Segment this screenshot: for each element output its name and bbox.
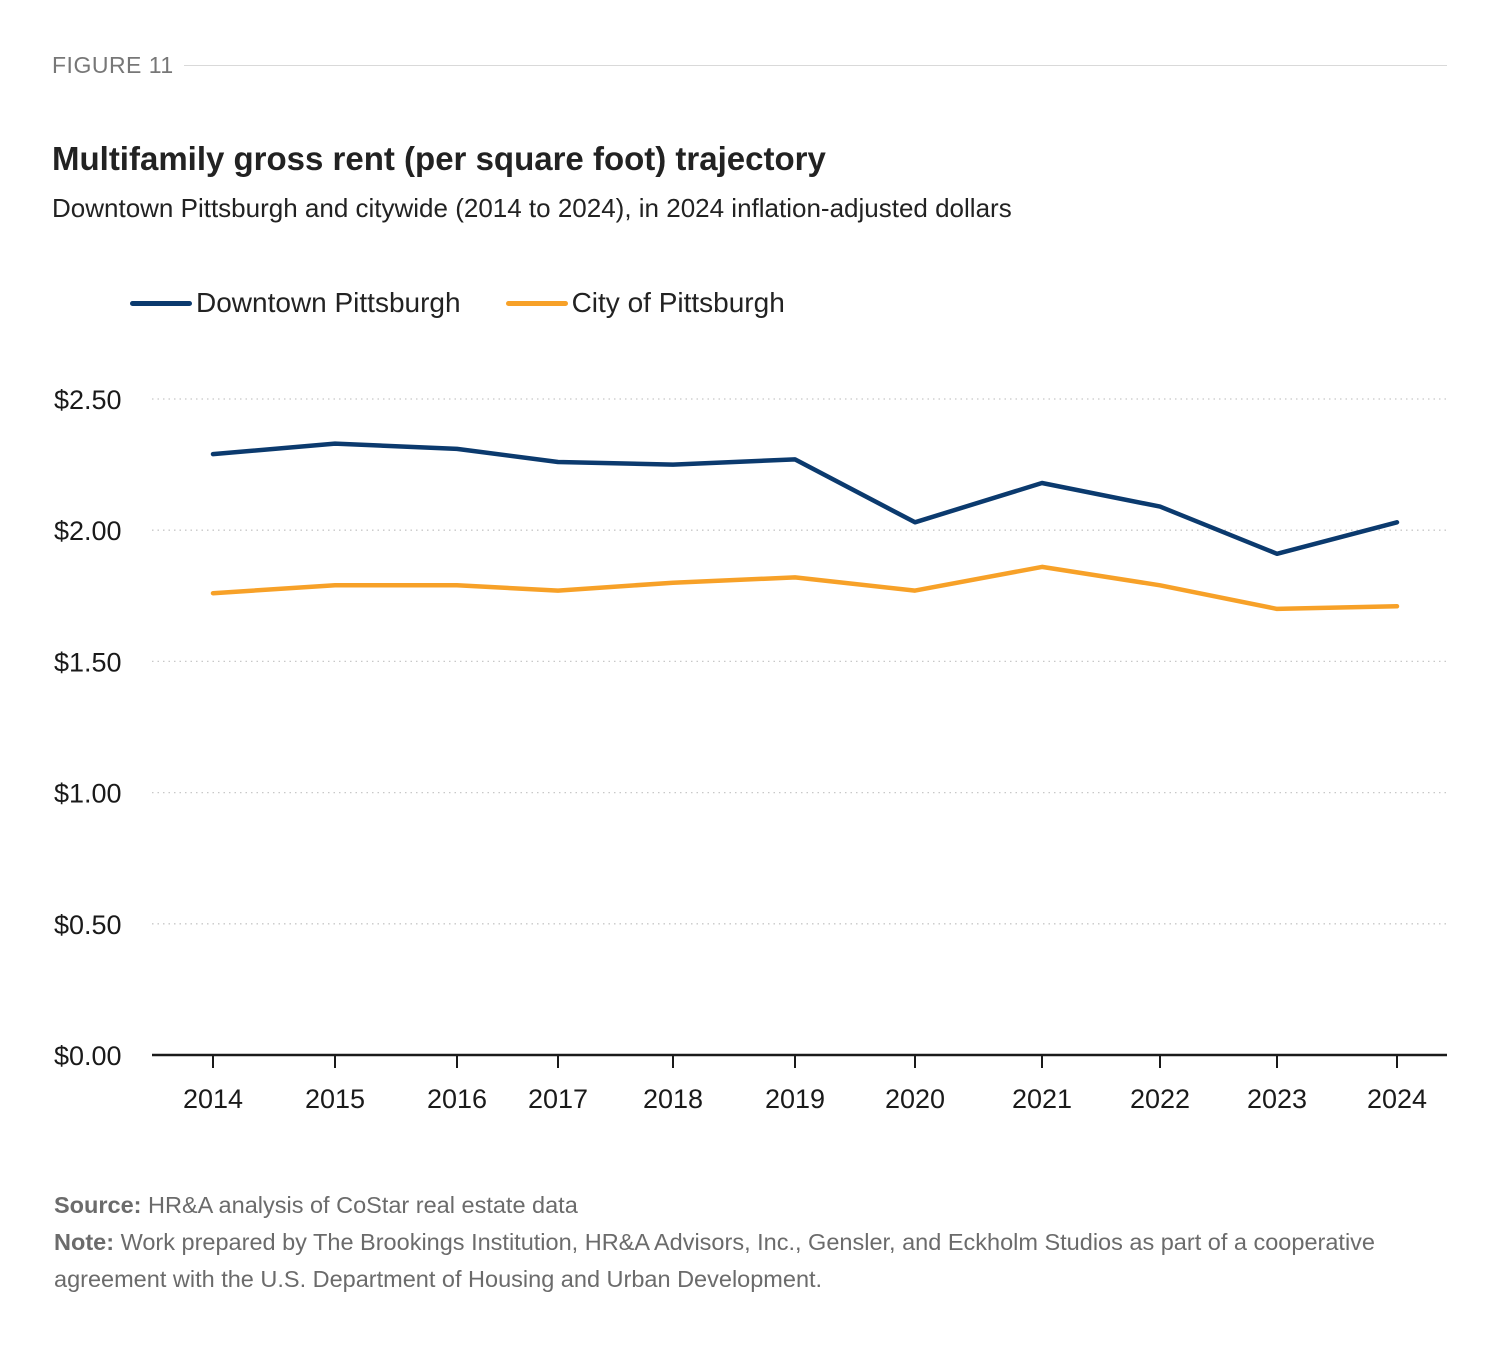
x-tick-label: 2015 [305, 1084, 365, 1114]
y-tick-label: $0.50 [54, 910, 122, 940]
chart-title: Multifamily gross rent (per square foot)… [52, 140, 826, 177]
figure-label: FIGURE 11 [52, 52, 174, 78]
y-tick-label: $2.00 [54, 516, 122, 546]
source-line: Source: HR&A analysis of CoStar real est… [54, 1187, 1454, 1224]
figure-header: FIGURE 11 [52, 52, 1447, 79]
chart-legend: Downtown Pittsburgh City of Pittsburgh [130, 287, 830, 319]
x-tick-label: 2017 [528, 1084, 588, 1114]
x-tick-label: 2022 [1130, 1084, 1190, 1114]
legend-swatch-city [505, 300, 568, 306]
legend-item-downtown: Downtown Pittsburgh [130, 287, 461, 319]
chart-footer: Source: HR&A analysis of CoStar real est… [54, 1187, 1454, 1298]
header-divider [183, 65, 1447, 66]
x-tick-label: 2018 [643, 1084, 703, 1114]
legend-label-city: City of Pittsburgh [571, 287, 785, 318]
x-tick-label: 2023 [1247, 1084, 1307, 1114]
x-tick-label: 2024 [1367, 1084, 1427, 1114]
y-tick-label: $1.00 [54, 779, 122, 809]
note-label: Note: [54, 1229, 115, 1255]
y-tick-label: $0.00 [54, 1041, 122, 1071]
legend-item-city: City of Pittsburgh [505, 287, 785, 319]
legend-swatch-downtown [130, 300, 192, 306]
source-text: HR&A analysis of CoStar real estate data [148, 1192, 578, 1218]
y-tick-label: $1.50 [54, 647, 122, 677]
x-tick-label: 2021 [1012, 1084, 1072, 1114]
note-line: Note: Work prepared by The Brookings Ins… [54, 1224, 1454, 1298]
y-tick-label: $2.50 [54, 385, 122, 415]
chart-subtitle: Downtown Pittsburgh and citywide (2014 t… [52, 193, 1012, 223]
x-tick-label: 2014 [183, 1084, 243, 1114]
x-tick-label: 2016 [427, 1084, 487, 1114]
source-label: Source: [54, 1192, 142, 1218]
legend-label-downtown: Downtown Pittsburgh [196, 287, 461, 318]
city-series-line [210, 564, 1400, 612]
downtown-series-line [210, 441, 1400, 557]
note-text: Work prepared by The Brookings Instituti… [54, 1229, 1375, 1292]
x-tick-label: 2020 [885, 1084, 945, 1114]
x-tick-label: 2019 [765, 1084, 825, 1114]
